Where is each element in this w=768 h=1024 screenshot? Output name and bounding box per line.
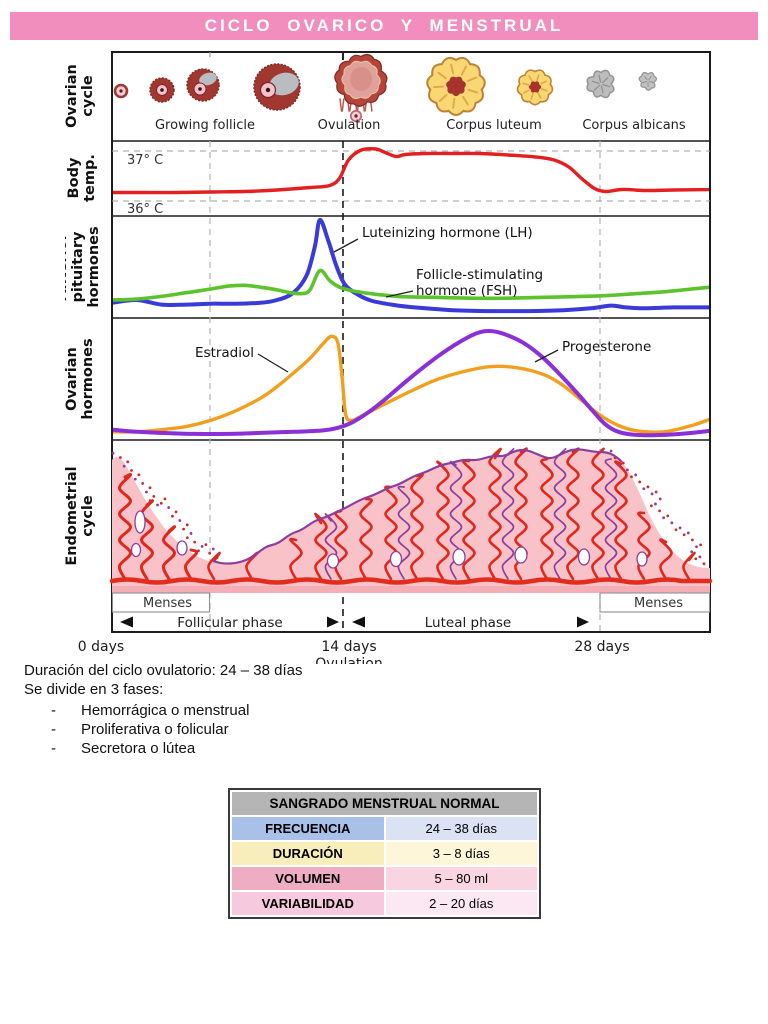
stage-label-growing-follicle: Growing follicle: [155, 118, 255, 133]
hormone-curves: [113, 146, 709, 438]
row-value: 5 – 80 ml: [385, 867, 537, 890]
follicular-left-arrow-icon: [120, 616, 133, 628]
menses-right-label: Menses: [634, 596, 683, 611]
stage-label-corpus-luteum: Corpus luteum: [446, 118, 542, 133]
title-banner: CICLO OVARICO Y MENSTRUAL: [10, 12, 758, 40]
table-row: VOLUMEN 5 – 80 ml: [232, 867, 537, 890]
temp-37-label: 37° C: [127, 153, 163, 168]
menses-left-label: Menses: [143, 596, 192, 611]
row-value: 3 – 8 días: [385, 842, 537, 865]
ovulated-oocyte-dot: [354, 114, 358, 118]
panel-label-ovarian-hormones-1: Ovarian: [65, 347, 80, 411]
stage-label-corpus-albicans: Corpus albicans: [582, 118, 686, 133]
phase-list: - Hemorrágica o menstrual - Proliferativ…: [24, 701, 303, 758]
list-item: - Hemorrágica o menstrual: [24, 701, 303, 720]
table-row: FRECUENCIA 24 – 38 días: [232, 817, 537, 840]
secondary-follicle-icon: [186, 68, 220, 102]
panel-label-body-temp-1: Body: [66, 157, 82, 198]
list-item-text: Hemorrágica o menstrual: [81, 702, 250, 719]
panel-labels: Ovarian cycle Body temp. Anterior pituit…: [54, 64, 102, 566]
phase-row: Menses Menses Follicular phase Luteal ph…: [111, 592, 711, 631]
bullet-marker: -: [51, 721, 56, 738]
table-row: DURACIÓN 3 – 8 días: [232, 842, 537, 865]
corpus-luteum-small-icon: [516, 69, 554, 106]
list-item: - Secretora o lútea: [24, 739, 303, 758]
endometrium-lacunae: [130, 510, 648, 569]
panel-label-ovarian-cycle-2: cycle: [80, 75, 96, 117]
panel-label-pituitary-2: pituitary: [70, 231, 86, 302]
row-label: FRECUENCIA: [232, 817, 384, 840]
row-value: 2 – 20 días: [385, 892, 537, 915]
page-title: CICLO OVARICO Y MENSTRUAL: [204, 16, 564, 35]
luteal-left-arrow-icon: [352, 616, 365, 628]
note-phases-intro: Se divide en 3 fases:: [24, 681, 164, 698]
endometrium-surface-line: [212, 448, 623, 565]
endometrium-illustration: [109, 447, 713, 593]
primary-follicle-icon: [149, 77, 175, 103]
axis-14-days: 14 days: [321, 639, 376, 655]
luteal-right-arrow-icon: [577, 616, 589, 628]
ovarian-cycle-illustrations: Growing follicle Ovulation Corpus luteum…: [113, 53, 686, 133]
axis-ovulation-clipped: Ovulation: [315, 656, 382, 664]
hormone-annotations: Luteinizing hormone (LH) Follicle-stimul…: [195, 225, 651, 373]
panel-label-pituitary-3: hormones: [86, 226, 102, 307]
follicular-phase-label: Follicular phase: [177, 615, 282, 631]
panel-label-body-temp-2: temp.: [82, 154, 98, 202]
endometrium-base-line: [109, 577, 713, 585]
table-title: SANGRADO MENSTRUAL NORMAL: [232, 792, 537, 815]
fsh-label-line2: hormone (FSH): [416, 283, 517, 299]
corpus-albicans-icon: [586, 69, 615, 99]
stage-label-ovulation: Ovulation: [318, 118, 381, 133]
panel-label-endometrial-1: Endometrial: [65, 466, 80, 565]
corpus-luteum-icon: [426, 56, 486, 116]
fsh-label-line1: Follicle-stimulating: [416, 267, 543, 283]
list-item-text: Proliferativa o folicular: [81, 721, 229, 738]
corpus-albicans-small-icon: [638, 71, 658, 91]
lh-label: Luteinizing hormone (LH): [362, 225, 533, 241]
list-item: - Proliferativa o folicular: [24, 720, 303, 739]
bullet-marker: -: [51, 740, 56, 757]
bullet-marker: -: [51, 702, 56, 719]
ovulation-icon: [334, 53, 388, 112]
panel-label-endometrial-2: cycle: [80, 495, 96, 537]
axis-28-days: 28 days: [574, 639, 629, 655]
luteal-phase-label: Luteal phase: [425, 615, 512, 631]
table-row: VARIABILIDAD 2 – 20 días: [232, 892, 537, 915]
row-label: VARIABILIDAD: [232, 892, 384, 915]
panel-label-ovarian-cycle-1: Ovarian: [65, 64, 80, 128]
list-item-text: Secretora o lútea: [81, 740, 196, 757]
endometrium-vessels: [117, 447, 696, 581]
progesterone-label: Progesterone: [562, 339, 651, 355]
note-duration: Duración del ciclo ovulatorio: 24 – 38 d…: [24, 662, 303, 679]
cycle-diagram: Growing follicle Ovulation Corpus luteum…: [54, 51, 713, 672]
cycle-figure: Growing follicle Ovulation Corpus luteum…: [54, 48, 713, 672]
sangrado-table: SANGRADO MENSTRUAL NORMAL FRECUENCIA 24 …: [228, 788, 541, 919]
row-label: VOLUMEN: [232, 867, 384, 890]
row-value: 24 – 38 días: [385, 817, 537, 840]
primordial-follicle-icon: [113, 83, 129, 99]
follicular-right-arrow-icon: [327, 616, 339, 628]
estradiol-label: Estradiol: [195, 345, 254, 361]
panel-label-ovarian-hormones-2: hormones: [80, 338, 96, 419]
endometrium-shedding-dots: [111, 449, 706, 566]
row-label: DURACIÓN: [232, 842, 384, 865]
mature-follicle-icon: [253, 63, 301, 111]
axis-0-days: 0 days: [78, 639, 124, 655]
temp-36-label: 36° C: [127, 202, 163, 217]
notes-block: Duración del ciclo ovulatorio: 24 – 38 d…: [24, 661, 303, 758]
